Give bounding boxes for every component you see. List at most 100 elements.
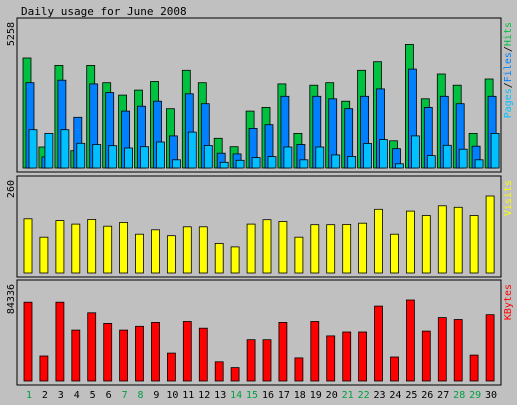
day-label-4: 4 — [74, 390, 80, 401]
day-label-18: 18 — [294, 390, 306, 401]
bar-hits-pages-day-25 — [410, 135, 420, 169]
bar-kbytes-kbytes-day-12 — [198, 327, 208, 382]
bar-hits-pages-day-20 — [331, 154, 341, 169]
day-labels: 1 2 3 4 5 6 7 8 9 10 11 12 13 14 15 16 17 18 19 20 21 22 23 24 2… — [26, 390, 497, 401]
day-label-2: 2 — [42, 390, 48, 401]
panel-visits-ylabel: Visits — [503, 180, 514, 216]
bar-visits-visits-day-30 — [485, 195, 495, 274]
bar-hits-pages-day-10 — [171, 159, 181, 169]
bar-kbytes-kbytes-day-2 — [39, 355, 49, 382]
bar-hits-pages-day-18 — [299, 159, 309, 169]
bar-visits-visits-day-9 — [151, 229, 160, 274]
bar-kbytes-kbytes-day-9 — [151, 321, 160, 382]
bar-kbytes-kbytes-day-17 — [278, 321, 288, 382]
day-label-14: 14 — [230, 390, 242, 401]
bar-visits-visits-day-5 — [87, 218, 97, 274]
day-label-27: 27 — [437, 390, 449, 401]
bar-kbytes-kbytes-day-23 — [374, 305, 383, 382]
panel-kbytes: 84336 KBytes — [6, 279, 514, 386]
bar-visits-visits-day-23 — [374, 208, 383, 274]
bar-visits-visits-day-16 — [262, 219, 272, 274]
bar-visits-visits-day-19 — [310, 224, 320, 274]
panel-hits-ylabel-part-0: Pages — [503, 88, 514, 118]
day-label-15: 15 — [246, 390, 258, 401]
bar-visits-visits-day-2 — [39, 236, 49, 274]
bar-hits-pages-day-24 — [395, 163, 404, 169]
bar-hits-pages-day-12 — [203, 145, 213, 169]
day-label-9: 9 — [153, 390, 159, 401]
day-label-1: 1 — [26, 390, 32, 401]
day-label-21: 21 — [342, 390, 354, 401]
day-label-20: 20 — [326, 390, 338, 401]
panel-hits-max-label: 5258 — [6, 22, 17, 46]
panel-visits: 260 Visits — [6, 175, 514, 278]
bar-visits-visits-day-27 — [437, 205, 447, 274]
bar-visits-visits-day-26 — [421, 215, 431, 274]
bar-kbytes-kbytes-day-6 — [103, 322, 113, 382]
bar-kbytes-kbytes-day-11 — [182, 321, 192, 382]
bar-hits-pages-day-5 — [92, 144, 102, 169]
bar-visits-visits-day-7 — [119, 221, 128, 274]
day-label-13: 13 — [214, 390, 226, 401]
bar-hits-pages-day-16 — [267, 156, 277, 169]
day-label-16: 16 — [262, 390, 274, 401]
panel-hits-ylabel: Pages/Files/Hits — [503, 22, 514, 118]
panel-visits-ylabel-part-0: Visits — [503, 180, 514, 216]
bar-kbytes-kbytes-day-21 — [342, 331, 352, 382]
bar-visits-visits-day-1 — [23, 218, 33, 274]
bar-hits-pages-day-21 — [347, 155, 357, 169]
day-label-24: 24 — [389, 390, 401, 401]
panel-kbytes-max-label: 84336 — [6, 284, 17, 314]
bar-kbytes-kbytes-day-30 — [485, 314, 495, 382]
bar-visits-visits-day-29 — [469, 215, 479, 274]
bar-visits-visits-day-15 — [246, 223, 256, 274]
day-label-11: 11 — [182, 390, 194, 401]
panel-hits-ylabel-part-2: Files — [503, 52, 514, 82]
bar-visits-visits-day-14 — [230, 246, 240, 274]
bar-hits-pages-day-27 — [442, 144, 452, 169]
bar-kbytes-kbytes-day-15 — [246, 339, 256, 382]
bar-visits-visits-day-12 — [198, 226, 208, 274]
bar-hits-pages-day-22 — [363, 143, 373, 169]
bar-kbytes-kbytes-day-1 — [23, 301, 33, 382]
day-label-23: 23 — [373, 390, 385, 401]
bar-kbytes-kbytes-day-4 — [71, 329, 81, 382]
bar-hits-pages-day-26 — [426, 155, 436, 169]
day-label-6: 6 — [106, 390, 112, 401]
day-label-7: 7 — [122, 390, 128, 401]
bar-visits-visits-day-4 — [71, 223, 81, 274]
panel-kbytes-ylabel-part-0: KBytes — [503, 284, 514, 320]
bar-kbytes-kbytes-day-19 — [310, 321, 320, 382]
bar-visits-visits-day-21 — [342, 223, 352, 274]
bar-hits-pages-day-1 — [28, 129, 38, 169]
day-label-29: 29 — [469, 390, 481, 401]
panel-hits-ylabel-part-3: / — [503, 46, 514, 52]
bar-kbytes-kbytes-day-24 — [390, 356, 399, 382]
bar-hits-pages-day-19 — [315, 146, 325, 169]
bar-visits-visits-day-6 — [103, 225, 113, 274]
bar-hits-pages-day-17 — [283, 146, 293, 169]
panel-hits-ylabel-part-4: Hits — [503, 22, 514, 46]
bar-hits-pages-day-2 — [44, 132, 54, 169]
chart-title: Daily usage for June 2008 — [21, 5, 187, 18]
bar-hits-pages-day-3 — [60, 129, 70, 169]
bar-hits-pages-day-7 — [124, 147, 133, 169]
bar-visits-visits-day-22 — [358, 222, 368, 274]
bar-visits-visits-day-25 — [405, 210, 415, 274]
day-label-22: 22 — [358, 390, 370, 401]
panel-hits-ylabel-part-1: / — [503, 82, 514, 88]
panel-kbytes-frame — [16, 279, 502, 386]
day-label-30: 30 — [485, 390, 497, 401]
day-label-17: 17 — [278, 390, 290, 401]
bar-hits-pages-day-9 — [156, 141, 165, 169]
bar-hits-pages-day-8 — [140, 146, 149, 169]
bar-hits-pages-day-14 — [235, 159, 245, 169]
day-label-28: 28 — [453, 390, 465, 401]
day-label-10: 10 — [166, 390, 178, 401]
day-label-19: 19 — [310, 390, 322, 401]
bar-kbytes-kbytes-day-8 — [135, 325, 144, 382]
bar-kbytes-kbytes-day-27 — [437, 317, 447, 382]
bar-kbytes-kbytes-day-29 — [469, 354, 479, 382]
